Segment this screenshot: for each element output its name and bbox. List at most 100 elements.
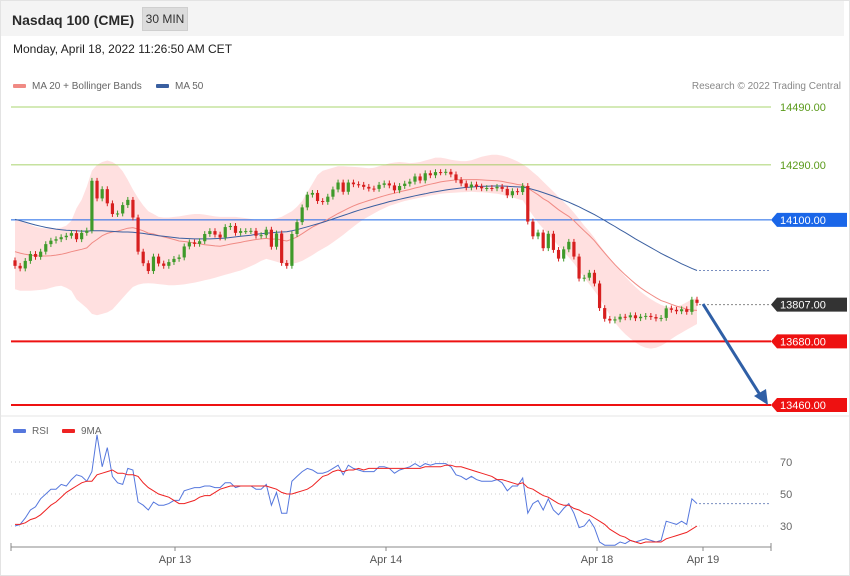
legend-ma50: MA 50 [156,81,203,92]
candle-body [654,317,658,319]
rsi-tick-label: 30 [780,521,792,533]
candle-body [121,205,125,214]
ma20-line [14,179,698,311]
candle-body [510,191,514,196]
candle-body [387,183,391,186]
candle-body [377,184,381,189]
candle-body [192,242,197,244]
forecast-arrow [701,303,764,399]
candle-body [162,263,166,266]
rsi-tick-label: 50 [780,489,792,501]
ma20-swatch [13,84,26,89]
level-tag [771,212,847,227]
legend-ma50-label: MA 50 [175,81,204,92]
candle-body [695,299,699,303]
level-label: 13807.00 [780,300,826,312]
candle-body [541,232,545,249]
candle-body [362,184,366,187]
candle-body [556,249,561,259]
candle-body [336,182,340,190]
candle-body [208,231,212,235]
candle-body [690,299,694,312]
candle-body [269,229,273,247]
legend-ma20: MA 20 + Bollinger Bands [13,81,142,92]
candle-body [90,180,94,231]
candle-body [213,231,217,235]
candle-body [223,227,227,238]
candle-body [423,173,427,181]
candle-body [382,183,386,185]
candle-body [505,188,509,196]
candle-body [187,242,191,247]
level-label: 14490.00 [780,102,826,114]
legend-ma9: 9MA [62,426,102,437]
candle-body [167,262,171,266]
x-tick-label: Apr 14 [370,554,402,566]
candle-body [664,308,668,318]
level-tag [771,334,847,349]
forecast-arrowhead [754,389,768,405]
candle-body [233,225,238,233]
x-tick-label: Apr 18 [581,554,613,566]
candle-body [428,173,432,176]
candle-body [644,315,648,317]
candle-body [618,316,622,320]
ma50-line [14,185,698,271]
candle-body [280,233,284,263]
candle-body [680,309,684,312]
candle-body [531,221,535,237]
timeframe-button[interactable]: 30 MIN [142,7,188,31]
ma50-swatch [156,84,169,89]
ma9-swatch [62,429,75,434]
candle-body [536,232,540,237]
level-label: 14290.00 [780,160,826,172]
candle-body [439,172,443,174]
candle-body [295,222,299,235]
candle-body [182,246,186,258]
candle-body [408,181,412,184]
candle-body [562,249,566,259]
candle-body [131,199,135,218]
candle-body [285,262,289,266]
candle-body [608,318,612,321]
candle-body [151,256,156,272]
candle-body [59,237,63,240]
candle-body [49,240,53,245]
candle-body [228,225,232,228]
candle-body [633,315,638,319]
candle-body [418,176,422,181]
legend-rsi-label: RSI [32,426,49,437]
candle-body [110,203,115,215]
level-label: 13680.00 [780,336,826,348]
candle-body [403,183,407,186]
candle-body [249,230,253,232]
legend-ma20-label: MA 20 + Bollinger Bands [32,81,142,92]
candle-body [638,316,643,319]
candle-body [469,184,473,188]
candle-body [39,251,43,257]
candle-body [546,233,550,249]
candle-body [141,251,145,264]
candle-body [198,241,202,244]
candle-body [23,260,27,269]
candle-body [567,241,571,250]
candle-body [18,265,22,269]
candle-body [515,191,520,193]
candle-body [367,186,371,189]
level-label: 13460.00 [780,400,826,412]
candle-body [459,179,463,184]
candle-body [413,176,417,182]
candle-body [454,174,458,180]
candle-body [592,272,597,284]
candles [13,168,699,324]
candle-body [310,192,315,195]
candle-body [305,194,309,208]
candle-body [551,233,556,250]
candle-body [372,188,376,190]
candle-body [28,253,32,261]
x-tick-label: Apr 19 [687,554,719,566]
candle-body [521,185,525,193]
candle-body [146,263,150,272]
candle-body [264,229,268,236]
candle-body [54,239,58,241]
